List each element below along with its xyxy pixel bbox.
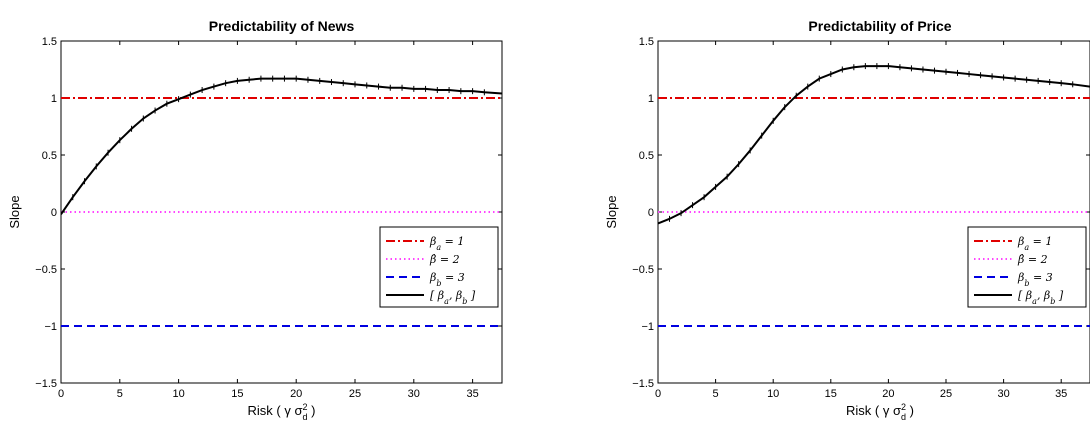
chart-panel-1: Predictability of News −1.5 −1 −0.5 0 0.5 1 1.5…: [7, 18, 503, 422]
legend: βa = 1β̂ = 2 βb = 3[ βa, βb ]: [379, 226, 499, 308]
x-tick-label: 0: [58, 388, 64, 400]
x-tick-label: 10: [172, 388, 184, 400]
x-tick-label: 35: [466, 388, 478, 400]
x-tick-label: 30: [408, 388, 420, 400]
y-tick-label: 1.5: [42, 36, 57, 48]
x-tick-label: 0: [655, 388, 661, 400]
y-tick-label: 1.5: [639, 36, 654, 48]
x-tick-label: 20: [290, 388, 302, 400]
x-tick-label: 5: [117, 388, 123, 400]
y-axis-label: Slope: [7, 195, 22, 228]
y-tick-label: 0.5: [639, 150, 654, 162]
legend-label: βb = 3: [1017, 271, 1053, 288]
y-tick-label: 1: [51, 93, 57, 105]
legend-label: βa = 1: [429, 235, 464, 252]
legend-label: βb = 3: [429, 271, 465, 288]
y-tick-label: −0.5: [35, 264, 57, 276]
plot-area: [61, 75, 502, 327]
y-tick-label: −1: [44, 321, 57, 333]
y-tick-label: 0: [648, 207, 654, 219]
x-tick-label: 20: [882, 388, 894, 400]
x-axis-label: Risk ( γ σ2 d ): [248, 402, 316, 422]
x-tick-label: 15: [231, 388, 243, 400]
legend-label: βa = 1: [1017, 235, 1052, 252]
legend-label: [ βa, βb ]: [1018, 289, 1064, 306]
x-tick-label: 25: [940, 388, 952, 400]
y-tick-label: −0.5: [632, 264, 654, 276]
legend-label: β̂ = 2: [1017, 253, 1048, 266]
x-tick-label: 25: [349, 388, 361, 400]
y-axis-label: Slope: [604, 195, 619, 228]
y-tick-label: −1.5: [35, 378, 57, 390]
legend-label: β̂ = 2: [429, 253, 460, 266]
y-tick-label: 0: [51, 207, 57, 219]
series-line-4: [658, 65, 1090, 225]
y-tick-label: 1: [648, 93, 654, 105]
chart-title: Predictability of News: [209, 18, 355, 34]
series-line-4: [61, 77, 502, 215]
chart-panel-2: Predictability of Price −1.5 −1 −0.5 0 0.5 1 1.…: [604, 18, 1090, 422]
y-tick-label: 0.5: [42, 150, 57, 162]
x-tick-label: 30: [997, 388, 1009, 400]
x-tick-label: 15: [825, 388, 837, 400]
x-tick-label: 10: [767, 388, 779, 400]
x-axis-label: Risk ( γ σ2 d ): [846, 402, 914, 422]
legend: βa = 1β̂ = 2 βb = 3[ βa, βb ]: [967, 226, 1087, 308]
legend-label: [ βa, βb ]: [430, 289, 476, 306]
y-tick-label: −1.5: [632, 378, 654, 390]
plot-area: [658, 63, 1090, 327]
x-tick-label: 35: [1055, 388, 1067, 400]
chart-title: Predictability of Price: [808, 18, 951, 34]
x-tick-label: 5: [713, 388, 719, 400]
y-tick-label: −1: [641, 321, 654, 333]
